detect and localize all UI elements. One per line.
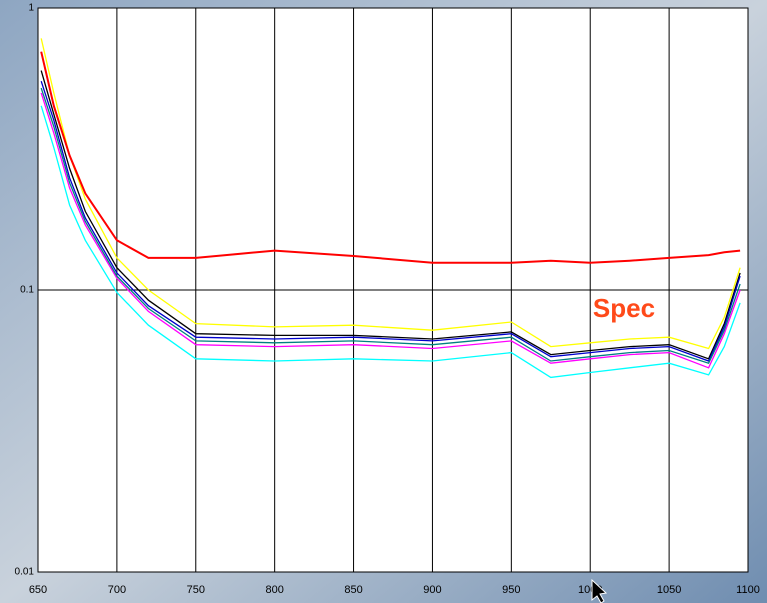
x-tick-label: 650 — [29, 584, 47, 596]
labels: 650 700 750 800 850 900 950 1000 1050 11000.010.1… — [15, 3, 760, 596]
y-tick-label: 0.1 — [20, 285, 34, 296]
x-tick-label: 1100 — [736, 584, 760, 596]
grid — [37, 7, 749, 573]
x-tick-label: 900 — [423, 584, 441, 596]
series-line — [40, 105, 741, 379]
x-tick-label: 950 — [502, 584, 520, 596]
y-tick-label: 1 — [28, 3, 34, 14]
x-tick-label: 1050 — [657, 584, 681, 596]
x-tick-label: 800 — [265, 584, 283, 596]
y-tick-label: 0.01 — [15, 567, 35, 578]
series-line — [40, 51, 741, 264]
series-line — [40, 70, 741, 360]
x-tick-label: 700 — [108, 584, 126, 596]
annotation: Spec — [593, 293, 655, 323]
series-line — [40, 38, 741, 350]
series-line — [40, 87, 741, 364]
series-line — [40, 92, 741, 369]
x-tick-label: 850 — [344, 584, 362, 596]
series-line — [40, 81, 741, 362]
x-tick-label: 750 — [187, 584, 205, 596]
lines — [40, 38, 741, 379]
cursor — [591, 578, 608, 603]
